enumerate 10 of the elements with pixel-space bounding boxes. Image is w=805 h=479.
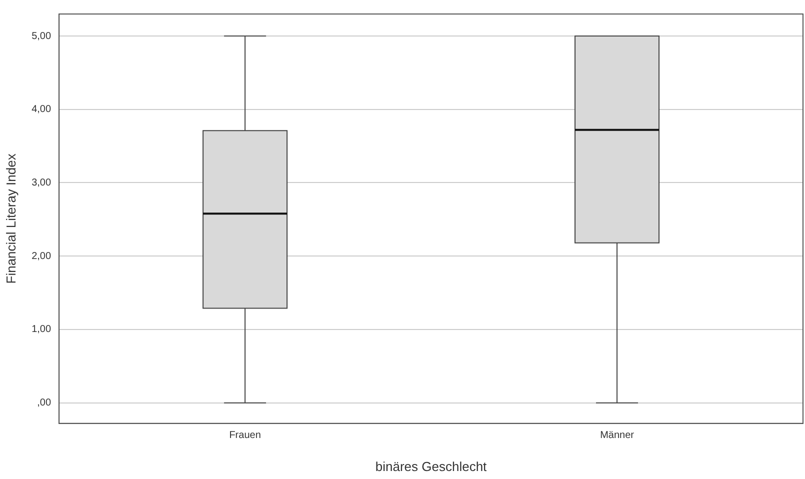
x-tick-label: Frauen <box>229 430 261 442</box>
x-axis-title: binäres Geschlecht <box>375 458 488 474</box>
x-tick-label: Männer <box>600 430 635 442</box>
y-tick-label: ,00 <box>37 398 52 409</box>
y-tick-label: 5,00 <box>32 30 52 42</box>
y-tick-label: 2,00 <box>32 250 52 262</box>
y-axis-title: Financial Literay Index <box>3 153 18 284</box>
y-tick-label: 3,00 <box>32 178 52 188</box>
y-tick-label: 1,00 <box>32 324 52 336</box>
y-tick-label: 4,00 <box>32 104 52 116</box>
